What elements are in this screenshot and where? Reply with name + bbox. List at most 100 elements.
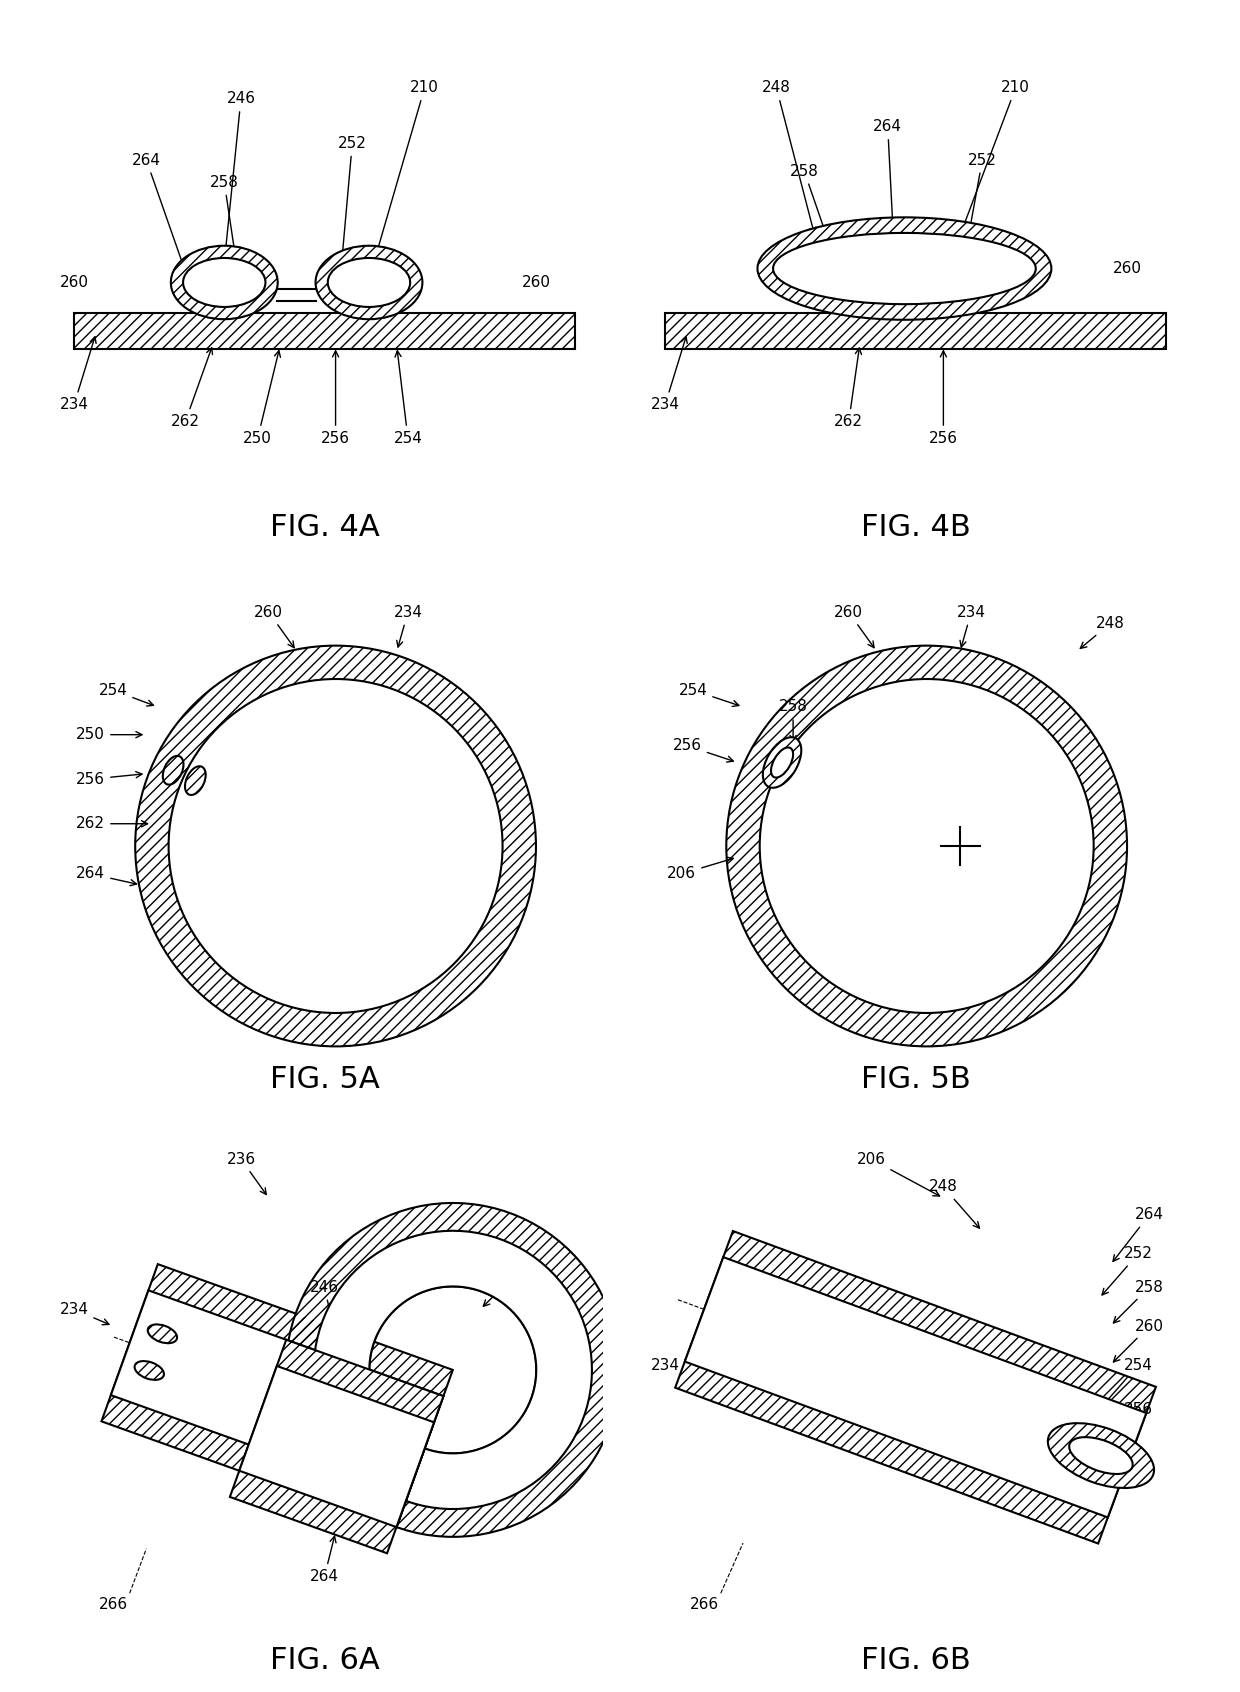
Text: FIG. 6A: FIG. 6A (269, 1646, 379, 1675)
Ellipse shape (315, 245, 423, 320)
Text: 254: 254 (1102, 1357, 1153, 1406)
Polygon shape (102, 1264, 453, 1528)
Bar (665, 313, 1166, 349)
Text: 250: 250 (337, 1413, 367, 1440)
Text: 210: 210 (817, 1357, 867, 1381)
Text: 234: 234 (60, 1301, 109, 1325)
Text: 262: 262 (440, 1486, 479, 1502)
Text: 256: 256 (929, 350, 957, 445)
Polygon shape (286, 1203, 620, 1536)
Text: 210: 210 (356, 915, 423, 964)
Ellipse shape (327, 257, 410, 306)
Text: 256: 256 (673, 738, 733, 761)
Text: 264: 264 (968, 794, 1013, 832)
Text: 254: 254 (678, 682, 739, 707)
Ellipse shape (771, 748, 794, 778)
Circle shape (727, 646, 1127, 1046)
Text: 260: 260 (1114, 1318, 1164, 1362)
Ellipse shape (184, 257, 265, 306)
Text: 258: 258 (1114, 1279, 1164, 1323)
Text: 260: 260 (835, 604, 874, 648)
Text: 264: 264 (131, 152, 185, 267)
Text: 264: 264 (76, 866, 136, 885)
Ellipse shape (135, 1360, 164, 1381)
Text: 260: 260 (1112, 261, 1142, 276)
Text: 236: 236 (227, 1152, 267, 1195)
Text: 250: 250 (76, 728, 143, 743)
Text: 254: 254 (98, 682, 154, 706)
Bar (74, 313, 575, 349)
Text: 210: 210 (243, 1347, 293, 1379)
Text: 260: 260 (60, 276, 88, 289)
Ellipse shape (773, 233, 1035, 305)
Text: 248: 248 (761, 80, 816, 233)
Polygon shape (684, 1257, 1146, 1518)
Ellipse shape (763, 738, 801, 788)
Text: 258: 258 (227, 1374, 265, 1406)
Text: 252: 252 (337, 135, 367, 264)
Text: 258: 258 (210, 174, 243, 289)
Polygon shape (676, 1232, 1156, 1543)
Text: 256: 256 (321, 350, 350, 445)
Text: 246: 246 (317, 738, 383, 777)
Text: 252: 252 (965, 152, 997, 247)
Ellipse shape (148, 1325, 177, 1343)
Text: 210: 210 (901, 917, 930, 954)
Bar (74, 313, 575, 349)
Text: 262: 262 (171, 349, 212, 430)
Text: 234: 234 (957, 604, 986, 646)
Circle shape (135, 646, 536, 1046)
Ellipse shape (162, 756, 184, 785)
Text: 252: 252 (290, 772, 367, 800)
Text: FIG. 4B: FIG. 4B (861, 513, 971, 541)
Polygon shape (110, 1291, 444, 1501)
Text: 256: 256 (412, 1459, 450, 1475)
Text: FIG. 5B: FIG. 5B (861, 1066, 971, 1095)
Text: 234: 234 (651, 1354, 699, 1372)
Text: 264: 264 (310, 1536, 339, 1584)
Text: 266: 266 (986, 822, 1053, 851)
Text: 262: 262 (901, 1374, 956, 1408)
Text: 210: 210 (374, 80, 439, 255)
Text: 234: 234 (60, 337, 95, 413)
Ellipse shape (171, 245, 278, 320)
Text: 260: 260 (484, 1262, 533, 1306)
Text: 264: 264 (873, 118, 903, 230)
Text: 246: 246 (310, 1279, 339, 1333)
Circle shape (169, 678, 502, 1014)
Text: 260: 260 (522, 276, 551, 289)
Text: 234: 234 (393, 604, 423, 646)
Text: 206: 206 (667, 858, 733, 882)
Text: 210: 210 (961, 80, 1030, 232)
Ellipse shape (758, 217, 1052, 320)
Ellipse shape (185, 766, 206, 795)
Text: 256: 256 (1102, 1403, 1153, 1445)
Text: 206: 206 (857, 1152, 940, 1196)
Text: 248: 248 (929, 1179, 980, 1228)
Text: 260: 260 (254, 604, 294, 648)
Text: 266: 266 (98, 1597, 128, 1612)
Text: 262: 262 (835, 349, 863, 430)
Text: 252: 252 (1102, 1247, 1153, 1294)
Text: 248: 248 (1080, 616, 1125, 648)
Circle shape (760, 678, 1094, 1014)
Polygon shape (229, 1340, 444, 1553)
Text: 262: 262 (817, 794, 868, 827)
Ellipse shape (1048, 1423, 1154, 1487)
Bar (665, 313, 1166, 349)
Polygon shape (314, 1230, 591, 1509)
Ellipse shape (1069, 1437, 1132, 1474)
Polygon shape (239, 1365, 434, 1528)
Text: 262: 262 (76, 816, 148, 831)
Text: 256: 256 (76, 772, 143, 787)
Text: 264: 264 (1114, 1206, 1164, 1262)
Text: FIG. 5A: FIG. 5A (269, 1066, 379, 1095)
Text: 246: 246 (222, 91, 255, 259)
Text: 258: 258 (262, 810, 327, 831)
Text: 258: 258 (790, 164, 832, 247)
Text: FIG. 6B: FIG. 6B (861, 1646, 971, 1675)
Text: 258: 258 (779, 699, 807, 741)
Text: FIG. 4A: FIG. 4A (269, 513, 379, 541)
Text: 266: 266 (689, 1597, 719, 1612)
Text: 254: 254 (393, 350, 423, 445)
